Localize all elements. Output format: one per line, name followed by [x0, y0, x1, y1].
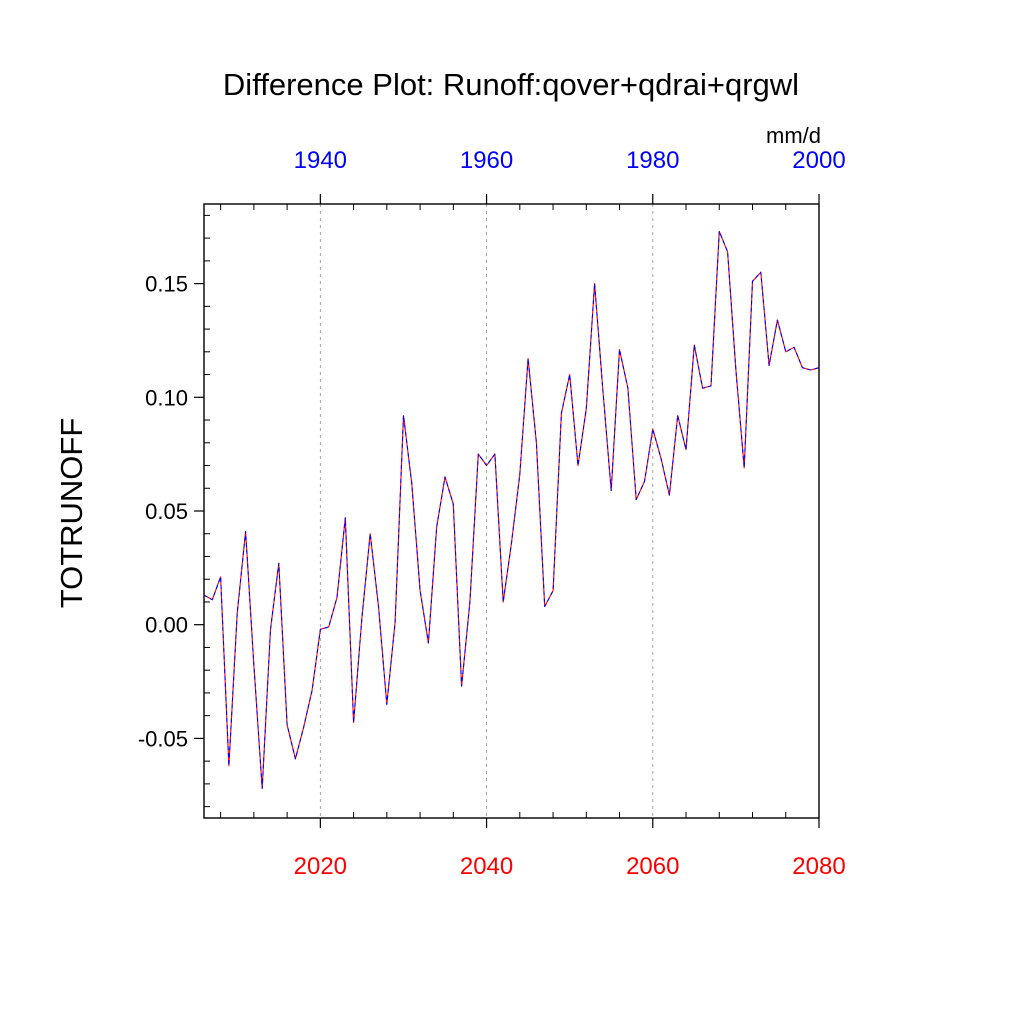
bottom-x-tick-label: 2020 — [294, 853, 347, 880]
y-axis-label: TOTRUNOFF — [54, 418, 89, 609]
bottom-x-tick-labels: 2020 2040 2060 2080 — [294, 853, 846, 880]
minor-ticks — [204, 204, 787, 818]
series-line-blue-dashed — [203, 230, 820, 789]
major-ticks — [194, 194, 820, 828]
bottom-x-tick-label: 2040 — [460, 853, 513, 880]
bottom-x-tick-label: 2080 — [792, 853, 845, 880]
y-tick-label: -0.05 — [138, 726, 188, 751]
chart-title: Difference Plot: Runoff:qover+qdrai+qrgw… — [223, 67, 799, 102]
y-tick-labels: -0.05 0.00 0.05 0.10 0.15 — [138, 272, 188, 752]
series-line-red — [203, 230, 820, 789]
series-group — [203, 230, 820, 789]
top-x-tick-label: 1940 — [294, 147, 347, 174]
top-x-tick-label: 1980 — [626, 147, 679, 174]
vertical-gridlines — [319, 204, 654, 818]
y-tick-label: 0.15 — [145, 272, 188, 297]
top-x-tick-label: 1960 — [460, 147, 513, 174]
y-tick-label: 0.00 — [145, 613, 188, 638]
y-tick-label: 0.10 — [145, 385, 188, 410]
units-label: mm/d — [766, 123, 821, 148]
y-tick-label: 0.05 — [145, 499, 188, 524]
plot-frame — [203, 203, 820, 819]
bottom-x-tick-label: 2060 — [626, 853, 679, 880]
top-x-tick-labels: 1940 1960 1980 2000 — [294, 147, 846, 174]
top-x-tick-label: 2000 — [792, 147, 845, 174]
